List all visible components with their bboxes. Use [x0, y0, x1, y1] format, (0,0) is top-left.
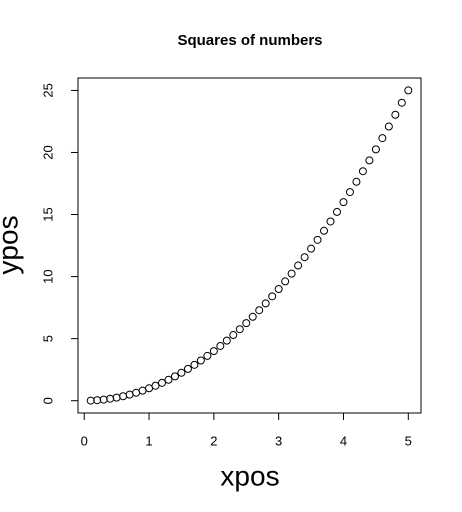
point: [183, 364, 192, 373]
point: [112, 393, 121, 402]
point: [216, 341, 225, 350]
x-tick-label: 0: [81, 433, 88, 448]
point: [209, 347, 218, 356]
point: [397, 98, 406, 107]
x-tick-label: 4: [340, 433, 347, 448]
x-tick-label: 5: [405, 433, 412, 448]
point: [138, 386, 147, 395]
point: [177, 368, 186, 377]
point: [119, 392, 128, 401]
point: [268, 292, 277, 301]
point: [86, 396, 95, 405]
point: [313, 235, 322, 244]
point: [242, 319, 251, 328]
point: [255, 306, 264, 315]
x-tick-label: 1: [145, 433, 152, 448]
point: [235, 325, 244, 334]
chart-title: Squares of numbers: [177, 32, 322, 49]
y-tick-label: 20: [40, 145, 55, 159]
y-tick-label: 15: [40, 207, 55, 221]
point: [164, 375, 173, 384]
x-tick-label: 2: [210, 433, 217, 448]
y-tick-label: 25: [40, 83, 55, 97]
point: [339, 198, 348, 207]
point: [145, 384, 154, 393]
y-axis-label: ypos: [0, 215, 23, 274]
point: [229, 331, 238, 340]
point: [222, 336, 231, 345]
point: [151, 381, 160, 390]
point: [345, 188, 354, 197]
point: [300, 253, 309, 262]
y-tick-label: 0: [40, 397, 55, 404]
point: [287, 269, 296, 278]
point: [261, 299, 270, 308]
point: [358, 167, 367, 176]
point: [320, 226, 329, 235]
point: [371, 145, 380, 154]
point: [190, 360, 199, 369]
point: [307, 244, 316, 253]
point: [99, 395, 108, 404]
x-tick-label: 3: [275, 433, 282, 448]
point: [274, 285, 283, 294]
point: [106, 394, 115, 403]
y-tick-label: 10: [40, 269, 55, 283]
point: [170, 372, 179, 381]
plot-frame: [77, 77, 422, 414]
point: [294, 261, 303, 270]
point: [326, 217, 335, 226]
point: [158, 378, 166, 387]
point: [93, 396, 102, 405]
point: [384, 122, 393, 131]
point: [404, 86, 413, 95]
point: [248, 312, 257, 321]
point: [378, 134, 387, 143]
x-axis-label: xpos: [220, 460, 279, 491]
point: [125, 390, 134, 399]
point: [352, 177, 361, 186]
point: [333, 207, 341, 216]
point: [365, 156, 374, 165]
point: [281, 277, 290, 286]
point: [132, 388, 141, 397]
point: [203, 351, 212, 360]
y-tick-label: 5: [40, 335, 55, 342]
point: [391, 110, 400, 119]
point: [196, 356, 205, 365]
